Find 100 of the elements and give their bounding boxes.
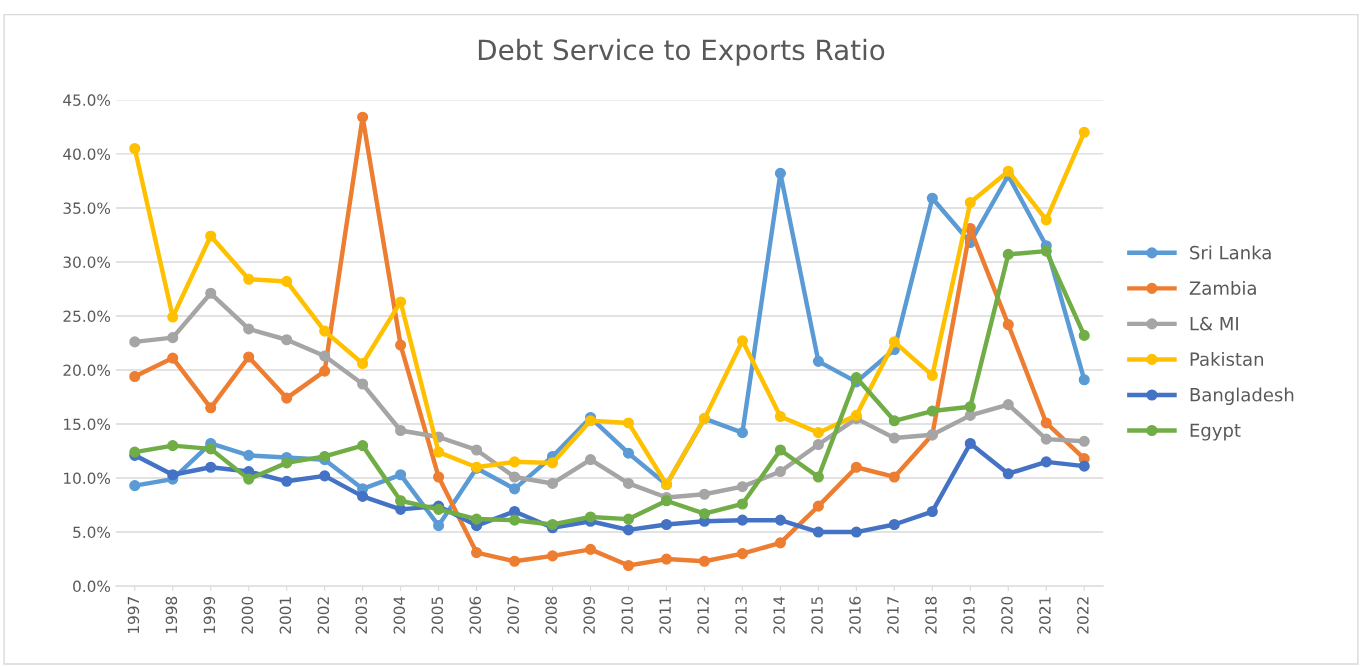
x-tick-label: 2005 — [431, 597, 444, 634]
point — [129, 370, 141, 383]
point — [243, 473, 255, 485]
point — [319, 350, 331, 362]
point — [774, 514, 786, 526]
point — [888, 415, 900, 427]
point — [926, 192, 938, 204]
point — [167, 440, 179, 452]
point — [433, 471, 445, 483]
point — [167, 311, 179, 323]
point — [129, 480, 141, 492]
point — [243, 351, 255, 363]
point — [1078, 374, 1090, 386]
point — [660, 495, 673, 507]
point — [1078, 460, 1090, 472]
point — [1078, 126, 1090, 138]
legend-label: Zambia — [1189, 280, 1256, 295]
point — [1040, 245, 1052, 257]
point — [736, 498, 748, 510]
x-tick-label: 2017 — [887, 597, 899, 634]
point — [622, 417, 635, 429]
point — [1040, 214, 1052, 226]
point — [964, 196, 976, 209]
point — [736, 548, 748, 560]
point — [167, 352, 179, 364]
point — [471, 444, 483, 456]
x-tick-label: 2000 — [241, 596, 254, 634]
y-tick-label: 30.0% — [63, 256, 111, 268]
point — [546, 457, 559, 469]
point — [584, 511, 597, 523]
x-tick-label: 2013 — [735, 597, 747, 634]
point — [1040, 433, 1052, 445]
point — [888, 432, 900, 444]
point — [243, 323, 255, 335]
point — [622, 477, 635, 489]
legend-label: Egypt — [1190, 423, 1241, 441]
point — [1002, 399, 1014, 411]
point — [357, 440, 369, 452]
point — [774, 466, 786, 478]
point — [1002, 468, 1014, 480]
point — [698, 488, 710, 500]
point — [622, 524, 635, 536]
x-tick-label: 2020 — [1001, 596, 1013, 634]
point — [281, 392, 293, 404]
point — [888, 518, 900, 531]
point — [888, 471, 900, 483]
y-tick-label: 35.0% — [63, 202, 111, 214]
point — [395, 339, 407, 351]
point — [736, 427, 748, 439]
point — [774, 444, 786, 456]
point — [243, 449, 255, 461]
point — [357, 111, 369, 123]
point — [205, 443, 217, 455]
point — [888, 336, 900, 348]
x-tick-label: 2009 — [583, 596, 595, 634]
x-tick-label: 1997 — [127, 597, 140, 634]
point — [395, 469, 407, 481]
point — [660, 518, 673, 531]
point — [357, 357, 369, 370]
point — [774, 410, 786, 423]
point — [319, 325, 331, 337]
x-tick-label: 1998 — [165, 596, 178, 634]
point — [243, 273, 255, 285]
x-tick-label: 2021 — [1039, 597, 1051, 634]
point — [774, 537, 786, 549]
point — [167, 469, 179, 481]
y-tick-label: 5.0% — [73, 526, 111, 539]
point — [281, 334, 293, 346]
point — [1002, 248, 1014, 260]
point — [1040, 456, 1052, 468]
y-tick-label: 0.0% — [73, 580, 111, 593]
point — [508, 483, 521, 495]
chart-title: Debt Service to Exports Ratio — [478, 38, 885, 66]
point — [319, 365, 331, 377]
point — [205, 287, 217, 299]
point — [546, 518, 559, 531]
point — [433, 446, 445, 458]
x-tick-label: 2008 — [545, 596, 557, 634]
point — [205, 461, 217, 473]
point — [205, 402, 217, 414]
point — [964, 437, 976, 450]
point — [319, 450, 331, 462]
x-tick-label: 2015 — [811, 597, 823, 634]
point — [319, 470, 331, 482]
point — [736, 481, 748, 493]
point — [698, 555, 710, 567]
point — [281, 475, 293, 487]
x-tick-label: 1999 — [203, 596, 216, 634]
point — [1040, 417, 1052, 429]
y-tick-label: 40.0% — [63, 148, 111, 160]
point — [812, 526, 824, 538]
x-tick-label: 2014 — [773, 596, 785, 634]
legend-label: Pakistan — [1190, 352, 1263, 366]
x-tick-label: 2003 — [355, 597, 368, 634]
point — [1002, 319, 1014, 331]
x-tick-label: 2001 — [279, 597, 292, 634]
x-tick-label: 2022 — [1077, 597, 1089, 634]
point — [508, 456, 521, 468]
point — [1078, 329, 1090, 341]
point — [395, 495, 407, 507]
